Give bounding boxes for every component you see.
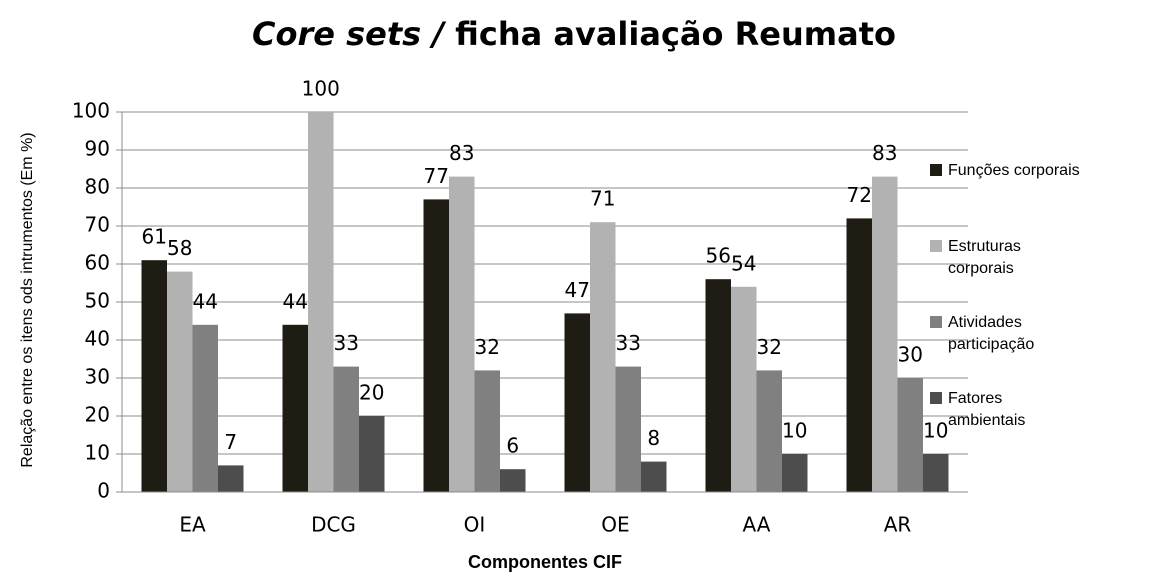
legend-item: Estruturas corporais [930, 236, 1068, 280]
y-tick-label: 60 [85, 251, 110, 275]
value-label: 20 [359, 381, 384, 405]
y-tick-label: 30 [85, 365, 110, 389]
legend-label: Funções corporais [948, 162, 1080, 179]
value-label: 71 [590, 187, 615, 211]
value-label: 8 [647, 426, 660, 450]
y-tick-label: 90 [85, 137, 110, 161]
value-label: 44 [283, 289, 308, 313]
y-tick-label: 40 [85, 327, 110, 351]
legend-label: Fatores ambientais [948, 390, 1026, 429]
bar [500, 469, 526, 492]
bar [731, 286, 757, 492]
bar [615, 366, 641, 492]
bar [782, 454, 808, 492]
value-label: 72 [847, 183, 872, 207]
value-label: 58 [167, 236, 192, 260]
y-tick-label: 80 [85, 175, 110, 199]
value-label: 47 [565, 278, 590, 302]
legend-swatch [930, 164, 942, 176]
value-label: 33 [616, 331, 641, 355]
value-label: 32 [757, 335, 782, 359]
x-tick-label: OE [601, 513, 629, 537]
bar [641, 461, 667, 492]
bar [282, 324, 308, 492]
legend-item: Atividades participação [930, 312, 1068, 356]
x-tick-label: EA [179, 513, 206, 537]
bar [564, 313, 590, 492]
value-label: 33 [334, 331, 359, 355]
value-label: 32 [475, 335, 500, 359]
value-label: 100 [302, 77, 340, 101]
value-label: 44 [193, 289, 218, 313]
bar [449, 176, 475, 492]
value-label: 30 [898, 343, 923, 367]
value-label: 56 [706, 244, 731, 268]
x-tick-label: AA [743, 513, 771, 537]
bar [756, 370, 782, 492]
y-tick-label: 50 [85, 289, 110, 313]
value-label: 7 [224, 430, 237, 454]
legend-item: Funções corporais [930, 160, 1080, 182]
bar [333, 366, 359, 492]
bar [308, 112, 334, 492]
bar [218, 465, 244, 492]
value-label: 77 [424, 164, 449, 188]
bar [474, 370, 500, 492]
legend-swatch [930, 392, 942, 404]
x-axis-label: Componentes CIF [468, 552, 622, 572]
bar [590, 222, 616, 492]
bar [141, 260, 167, 492]
x-tick-label: AR [884, 513, 912, 537]
y-tick-label: 10 [85, 441, 110, 465]
value-label: 83 [449, 141, 474, 165]
x-tick-label: OI [464, 513, 486, 537]
bar [192, 324, 218, 492]
bar [423, 199, 449, 492]
value-label: 6 [506, 434, 519, 458]
value-label: 10 [923, 419, 948, 443]
legend-label: Estruturas corporais [948, 238, 1021, 277]
title-plain: ficha avaliação Reumato [455, 15, 896, 53]
value-label: 61 [142, 225, 167, 249]
y-tick-label: 20 [85, 403, 110, 427]
y-axis-label: Relação entre os itens ods intrumentos (… [19, 132, 36, 467]
bar [923, 454, 949, 492]
value-label: 10 [782, 419, 807, 443]
title-italic: Core sets / [252, 15, 446, 53]
chart-title: Core sets / ficha avaliação Reumato [252, 15, 896, 53]
legend-swatch [930, 240, 942, 252]
x-tick-label: DCG [311, 513, 356, 537]
bar [872, 176, 898, 492]
y-tick-label: 100 [72, 99, 110, 123]
bar [846, 218, 872, 492]
y-tick-label: 70 [85, 213, 110, 237]
y-tick-label: 0 [97, 479, 110, 503]
value-label: 83 [872, 141, 897, 165]
bar [705, 279, 731, 492]
legend-label: Atividades participação [948, 314, 1035, 353]
legend-item: Fatores ambientais [930, 388, 1068, 432]
bar [359, 416, 385, 492]
bar [897, 378, 923, 492]
legend-swatch [930, 316, 942, 328]
value-label: 54 [731, 251, 756, 275]
bar [167, 271, 193, 492]
